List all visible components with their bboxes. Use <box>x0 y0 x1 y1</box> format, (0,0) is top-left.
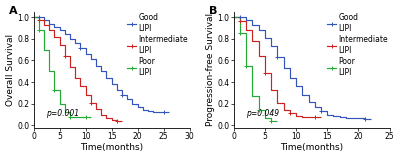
Text: p=0.049: p=0.049 <box>246 109 279 118</box>
Text: B: B <box>209 6 217 16</box>
X-axis label: Time(months): Time(months) <box>280 143 343 152</box>
Y-axis label: Overall Survival: Overall Survival <box>6 33 14 106</box>
X-axis label: Time(months): Time(months) <box>80 143 143 152</box>
Legend: Good
LIPI, Intermediate
LIPI, Poor
LIPI: Good LIPI, Intermediate LIPI, Poor LIPI <box>327 13 388 77</box>
Text: A: A <box>9 6 17 16</box>
Legend: Good
LIPI, Intermediate
LIPI, Poor
LIPI: Good LIPI, Intermediate LIPI, Poor LIPI <box>127 13 188 77</box>
Y-axis label: Progression-free Survival: Progression-free Survival <box>206 13 214 126</box>
Text: p=0.001: p=0.001 <box>46 109 79 118</box>
